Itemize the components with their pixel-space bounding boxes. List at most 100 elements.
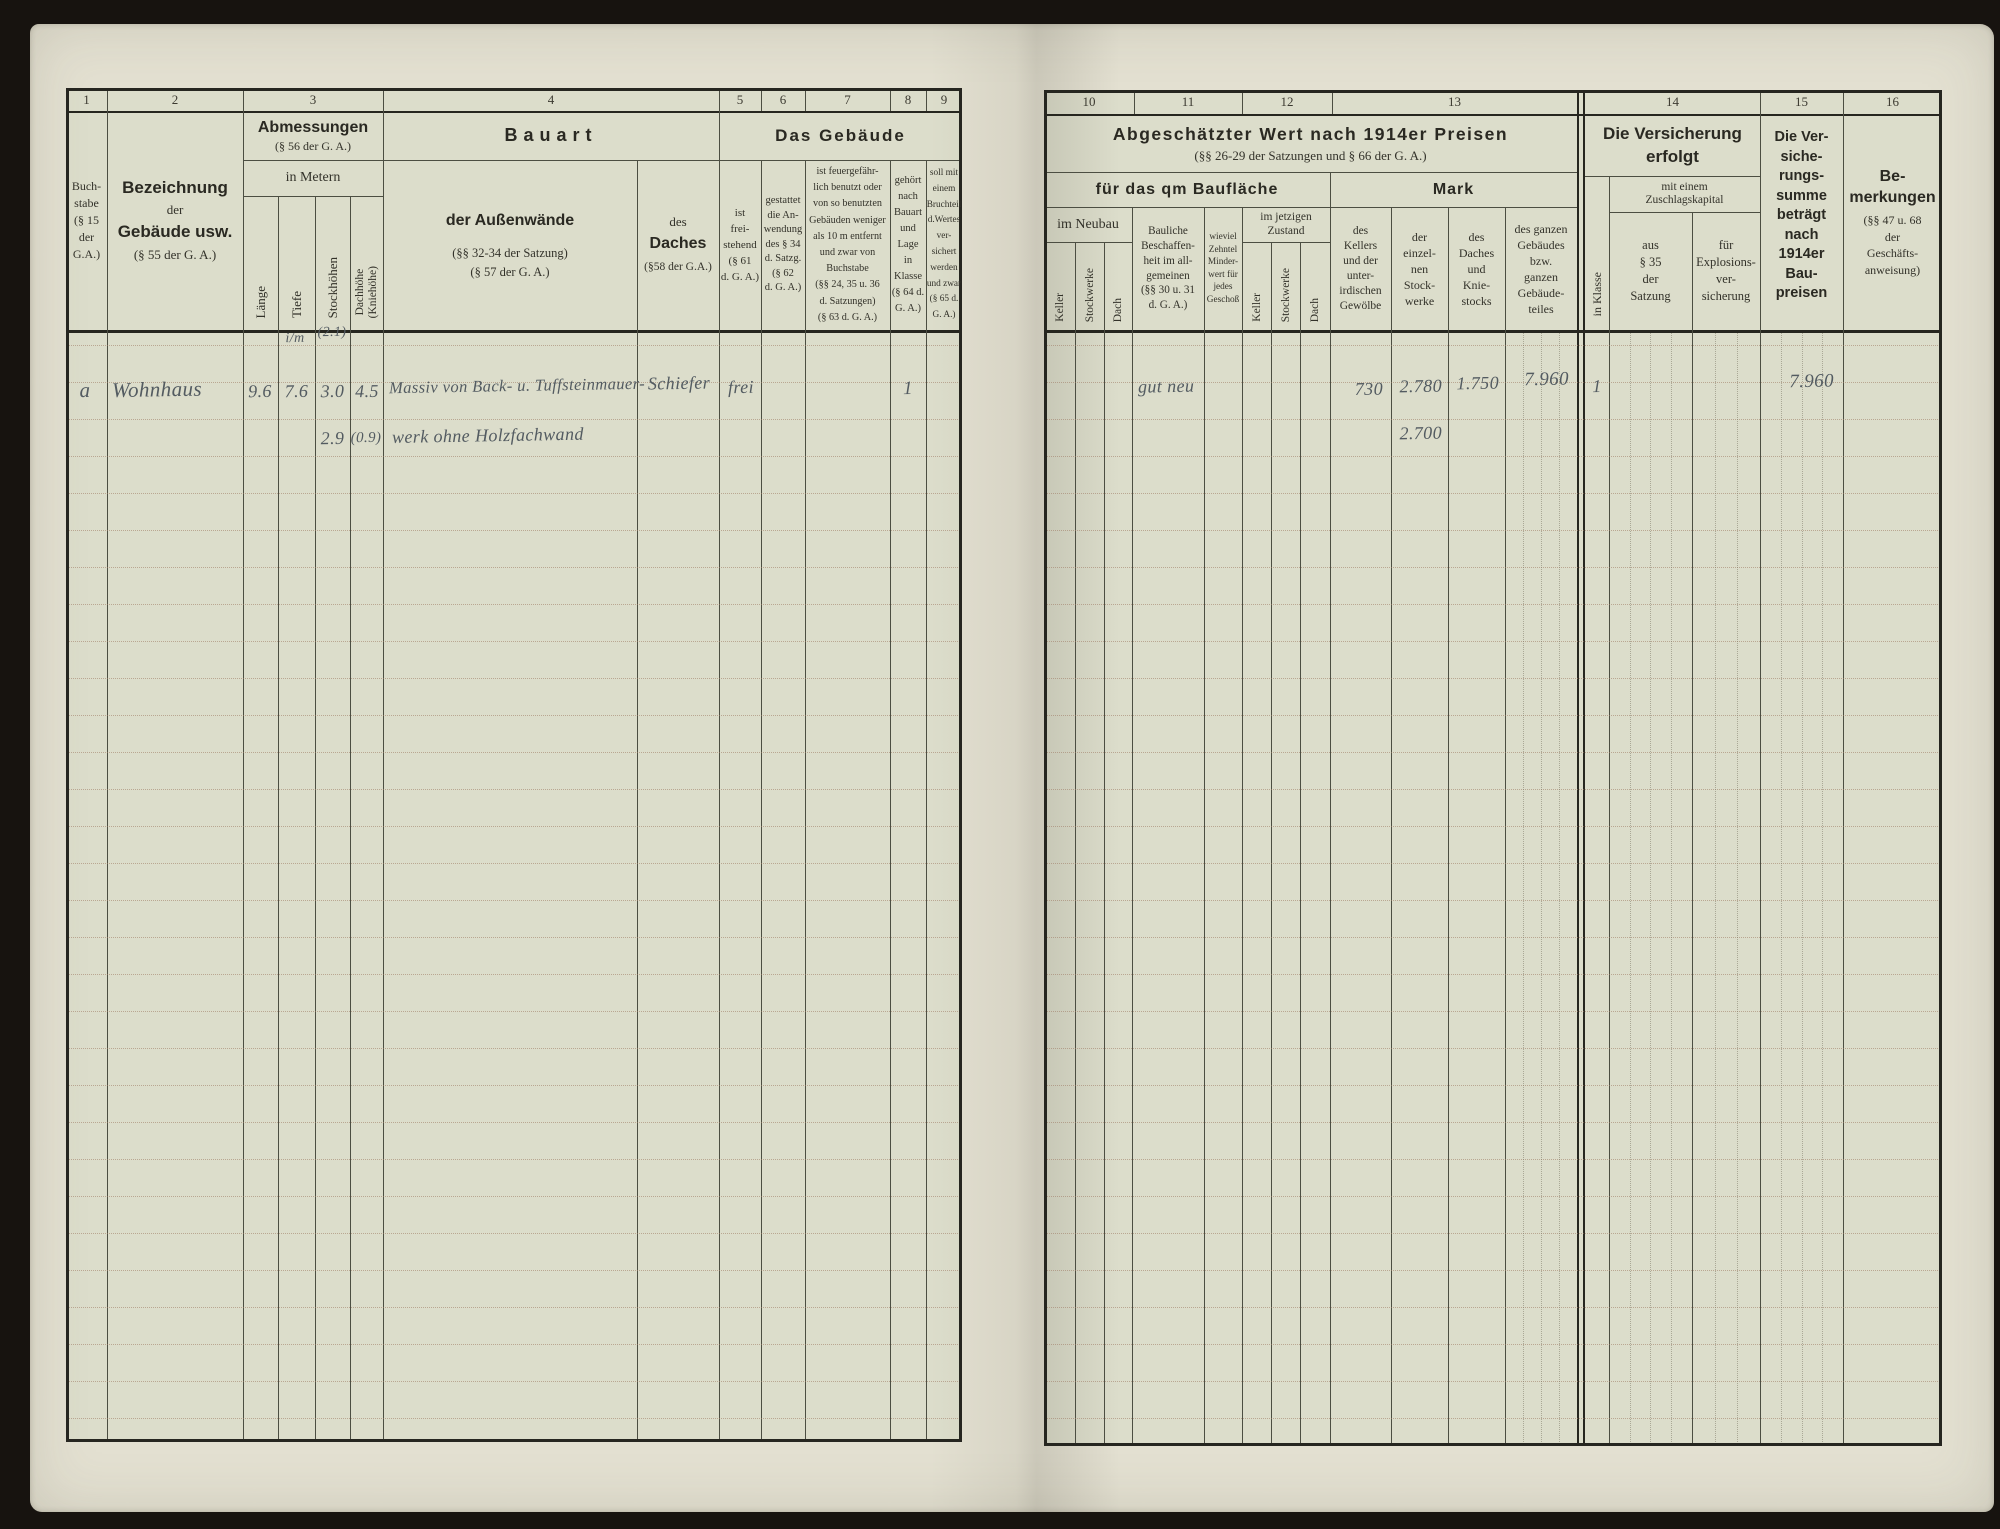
header-neubau-keller-label: Keller <box>1053 293 1066 322</box>
ruled-dotted-line <box>67 863 960 864</box>
column-number-15: 15 <box>1795 94 1808 109</box>
entry-daches: Schiefer <box>647 371 711 394</box>
header-bemerkungen: Be- merkungen (§§ 47 u. 68 der Geschäfts… <box>1843 114 1942 330</box>
ruled-dotted-line <box>1045 752 1940 753</box>
ruled-dotted-line <box>67 1270 960 1271</box>
column-number-7: 7 <box>844 91 851 107</box>
header-daches-title: Daches <box>649 235 707 252</box>
header-jetziger-zustand: im jetzigen Zustand <box>1260 211 1312 237</box>
ruled-dotted-line <box>67 1233 960 1234</box>
entry-versicherungssumme: 7.960 <box>1789 370 1835 393</box>
header-kellers-gewoelbe: des Kellers und der unter- irdischen Gew… <box>1339 224 1382 312</box>
ruled-dotted-line <box>67 826 960 827</box>
grid-vline <box>1300 242 1301 1446</box>
header-wert-ref: (§§ 26-29 der Satzungen und § 66 der G. … <box>1194 147 1427 163</box>
grid-vline <box>1609 176 1610 1446</box>
header-daches-kniestocks: des Daches und Knie- stocks <box>1458 229 1495 308</box>
header-gebaeude-usw: Gebäude usw. <box>117 221 233 241</box>
column-number-5: 5 <box>736 91 744 107</box>
header-explosionsversicherung: für Explosions- ver- sicherung <box>1696 238 1756 303</box>
ruled-dotted-line <box>1045 1418 1940 1419</box>
entry-buchstabe: a <box>79 377 91 402</box>
ruled-dotted-line <box>67 419 960 420</box>
header-aussenwaende-ref1: (§§ 32-34 der Satzung) <box>452 246 568 260</box>
ruled-dotted-line <box>1045 900 1940 901</box>
grid-vline <box>761 88 762 111</box>
header-versicherung-erfolgt: Die Versicherung erfolgt <box>1603 124 1742 166</box>
ruled-dotted-line <box>1045 567 1940 568</box>
ruled-dotted-line <box>1045 1270 1940 1271</box>
header-dachhoehe-label: Dachhöhe (Kniehöhe) <box>353 265 379 318</box>
money-column-dotted-line <box>1630 333 1631 1444</box>
grid-vline <box>1104 242 1105 1446</box>
header-in-klasse: in Klasse <box>1585 176 1609 330</box>
ruled-dotted-line <box>67 937 960 938</box>
header-bruchteil: soll mit einem Bruchteil d.Wertes ver- s… <box>926 168 962 321</box>
entry-versicherung-klasse: 1 <box>1592 375 1602 396</box>
grid-hline <box>1044 242 1132 243</box>
ruled-dotted-line <box>1045 382 1940 383</box>
ruled-dotted-line <box>67 1307 960 1308</box>
column-number-2: 2 <box>171 91 179 107</box>
header-laenge: Länge <box>243 196 278 330</box>
header-im-neubau: im Neubau <box>1057 216 1119 232</box>
header-zustand-keller-label: Keller <box>1250 293 1263 322</box>
grid-vline <box>926 160 927 1442</box>
grid-vline <box>107 111 108 1442</box>
header-neubau-dach: Dach <box>1104 242 1132 330</box>
header-freistehend: ist frei- stehend (§ 61 d. G. A.) <box>720 207 760 283</box>
entry-klasse: 1 <box>902 377 914 400</box>
ruled-dotted-line <box>1045 345 1940 346</box>
ruled-dotted-line <box>1045 1307 1940 1308</box>
grid-hline <box>66 330 962 333</box>
entry-gesamt-wert: 7.960 <box>1524 368 1570 391</box>
left-table-background <box>66 88 962 1442</box>
header-zustand-keller: Keller <box>1242 242 1271 330</box>
money-column-dotted-line <box>1559 333 1560 1444</box>
ruled-dotted-line <box>1045 1344 1940 1345</box>
entry-stockwerke-wert-1: 2.780 <box>1399 375 1443 396</box>
entry-aussenwaende-line2: werk ohne Holzfachwand <box>391 423 584 447</box>
entry-freistehend: frei <box>727 376 755 397</box>
grid-hline <box>1242 242 1330 243</box>
ruled-dotted-line <box>67 789 960 790</box>
entry-dach-wert: 1.750 <box>1456 372 1500 393</box>
entry-dachhoehe-1: 4.5 <box>354 380 380 401</box>
header-daches-des: des <box>669 214 687 229</box>
ruled-dotted-line <box>67 1048 960 1049</box>
header-klasse: gehört nach Bauart und Lage in Klasse (§… <box>891 175 925 314</box>
grid-hline <box>243 160 962 161</box>
entry-note-im: i/m <box>285 330 305 347</box>
header-zehntel-minderwert: wieviel Zehntel Minder- wert für jedes G… <box>1206 232 1240 305</box>
ruled-dotted-line <box>1045 826 1940 827</box>
ruled-dotted-line <box>67 1381 960 1382</box>
grid-vline <box>1332 90 1333 114</box>
ruled-dotted-line <box>1045 604 1940 605</box>
header-zustand-dach: Dach <box>1300 242 1330 330</box>
ruled-dotted-line <box>1045 937 1940 938</box>
entry-stockhoehe-1: 3.0 <box>320 380 345 401</box>
header-einzelne-stockwerke: der einzel- nen Stock- werke <box>1403 229 1436 308</box>
header-versicherungssumme: Die Ver- siche- rungs- summe beträgt nac… <box>1774 129 1829 301</box>
grid-hline <box>243 196 383 197</box>
grid-vline <box>383 88 384 111</box>
ruled-dotted-line <box>1045 530 1940 531</box>
ruled-dotted-line <box>67 456 960 457</box>
money-column-dotted-line <box>1523 333 1524 1444</box>
grid-vline <box>761 160 762 1442</box>
header-zustand-dach-label: Dach <box>1309 297 1321 322</box>
ruled-dotted-line <box>1045 715 1940 716</box>
header-aussenwaende-ref2: (§ 57 der G. A.) <box>470 265 550 279</box>
entry-note-21: (2.1) <box>317 324 347 341</box>
ruled-dotted-line <box>67 604 960 605</box>
header-tiefe-label: Tiefe <box>288 291 304 318</box>
grid-vline <box>805 160 806 1442</box>
header-bezeichnung-ref: (§ 55 der G. A.) <box>133 246 217 262</box>
grid-vline <box>243 111 244 1442</box>
grid-vline <box>1242 90 1243 114</box>
grid-hline <box>1609 212 1760 213</box>
header-zuschlagskapital: mit einem Zuschlagskapital <box>1645 180 1724 207</box>
grid-vline <box>1075 242 1076 1446</box>
header-in-klasse-label: in Klasse <box>1589 271 1604 316</box>
